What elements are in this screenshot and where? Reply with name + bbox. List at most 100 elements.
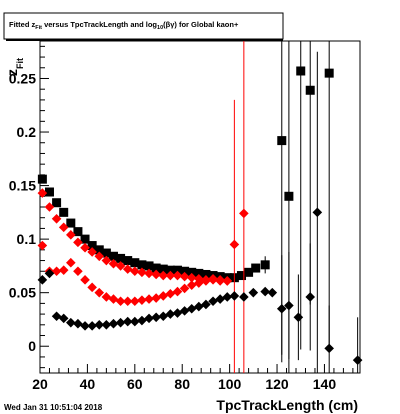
data-point-diamond	[101, 292, 112, 302]
data-point-square	[94, 245, 104, 255]
data-point-square	[251, 263, 261, 273]
chart-title: Fitted zFit versus TpcTrackLength and lo…	[9, 20, 239, 31]
data-point-diamond	[58, 265, 69, 275]
data-point-diamond	[284, 300, 294, 311]
title-frame	[3, 12, 284, 40]
data-point-square	[180, 266, 190, 276]
data-point-diamond	[80, 242, 90, 253]
data-point-diamond	[80, 321, 90, 331]
x-tick-label: 120	[265, 376, 289, 392]
data-point-square	[123, 256, 133, 266]
x-tick-label: 40	[80, 376, 96, 392]
y-axis-title-sub: Fit	[15, 58, 25, 69]
data-point-diamond	[37, 240, 48, 251]
data-point-diamond	[179, 283, 190, 294]
x-tick-label: 100	[218, 376, 242, 392]
data-point-square	[296, 66, 306, 76]
data-point-diamond	[51, 311, 62, 322]
data-point-diamond	[151, 293, 161, 303]
data-point-diamond	[239, 208, 249, 219]
data-point-diamond	[137, 295, 147, 305]
data-point-square	[116, 253, 126, 263]
data-point-diamond	[37, 188, 48, 198]
x-tick-label: 60	[127, 376, 143, 392]
data-point-diamond	[352, 355, 363, 365]
data-point-diamond	[130, 266, 140, 277]
chart-title-box: Fitted zFit versus TpcTrackLength and lo…	[3, 12, 284, 41]
data-point-square	[52, 198, 62, 208]
data-point-diamond	[144, 294, 154, 304]
data-point-square	[158, 264, 168, 274]
data-point-diamond	[194, 301, 204, 312]
data-point-diamond	[37, 275, 48, 285]
data-point-diamond	[186, 303, 197, 314]
y-tick-label: 0.05	[9, 285, 36, 301]
data-point-diamond	[179, 271, 190, 282]
data-point-square	[144, 261, 154, 271]
data-point-diamond	[87, 321, 97, 331]
data-point-diamond	[108, 258, 119, 269]
data-point-diamond	[158, 270, 169, 281]
data-point-diamond	[58, 313, 69, 324]
y-tick-label: 0.15	[9, 178, 36, 194]
data-point-diamond	[201, 276, 211, 286]
data-point-square	[201, 269, 211, 279]
data-point-diamond	[222, 292, 233, 302]
data-point-diamond	[201, 299, 211, 310]
data-point-diamond	[115, 317, 126, 328]
data-point-diamond	[158, 311, 169, 322]
data-point-diamond	[229, 239, 240, 250]
y-tick-label: 0.1	[17, 231, 37, 247]
data-point-diamond	[324, 343, 334, 354]
data-point-diamond	[130, 296, 140, 307]
data-point-diamond	[73, 266, 83, 277]
canvas-timestamp: Wed Jan 31 10:51:04 2018	[4, 403, 103, 412]
data-point-diamond	[58, 222, 69, 233]
data-point-diamond	[130, 316, 140, 327]
data-point-diamond	[122, 264, 133, 274]
data-point-diamond	[172, 308, 183, 318]
data-point-diamond	[222, 276, 233, 286]
data-point-square	[37, 174, 47, 184]
x-tick-label: 140	[313, 376, 337, 392]
data-point-diamond	[208, 296, 218, 307]
data-point-diamond	[239, 292, 249, 302]
data-point-square	[165, 265, 175, 275]
chart-title-middle: versus TpcTrackLength and log	[42, 20, 157, 29]
data-point-square	[324, 68, 334, 78]
chart-title-prefix: Fitted z	[9, 20, 35, 29]
data-point-diamond	[51, 213, 62, 224]
data-point-diamond	[276, 303, 287, 314]
data-point-diamond	[179, 306, 190, 316]
data-point-diamond	[101, 255, 112, 266]
data-point-square	[87, 241, 97, 251]
data-point-diamond	[87, 247, 97, 257]
data-point-diamond	[312, 207, 323, 218]
data-point-square	[137, 260, 147, 270]
data-point-square	[194, 268, 204, 278]
data-point-diamond	[44, 202, 55, 212]
data-point-diamond	[101, 320, 112, 330]
chart-title-sub2: 10	[157, 25, 163, 31]
plot-area: 20 40 60 80 100 120 140 0 0.05 0.1 0.15 0.2 0.25	[9, 40, 363, 392]
data-point-square	[284, 191, 294, 201]
data-point-diamond	[115, 296, 126, 307]
x-tick-label: 80	[174, 376, 190, 392]
data-point-diamond	[165, 270, 176, 281]
data-point-square	[59, 207, 69, 217]
data-point-diamond	[122, 316, 133, 327]
data-point-diamond	[172, 270, 183, 281]
data-point-diamond	[267, 287, 278, 298]
x-tick-label: 20	[32, 376, 48, 392]
data-point-diamond	[165, 309, 176, 319]
y-tick-label: 0.25	[9, 70, 36, 86]
data-point-square	[66, 218, 76, 228]
data-point-diamond	[137, 267, 147, 278]
data-point-diamond	[108, 318, 119, 329]
data-point-diamond	[215, 275, 225, 285]
x-axis-title: TpcTrackLength (cm)	[216, 397, 358, 413]
data-point-diamond	[108, 294, 119, 304]
data-point-diamond	[66, 317, 76, 328]
data-point-square	[305, 85, 315, 95]
